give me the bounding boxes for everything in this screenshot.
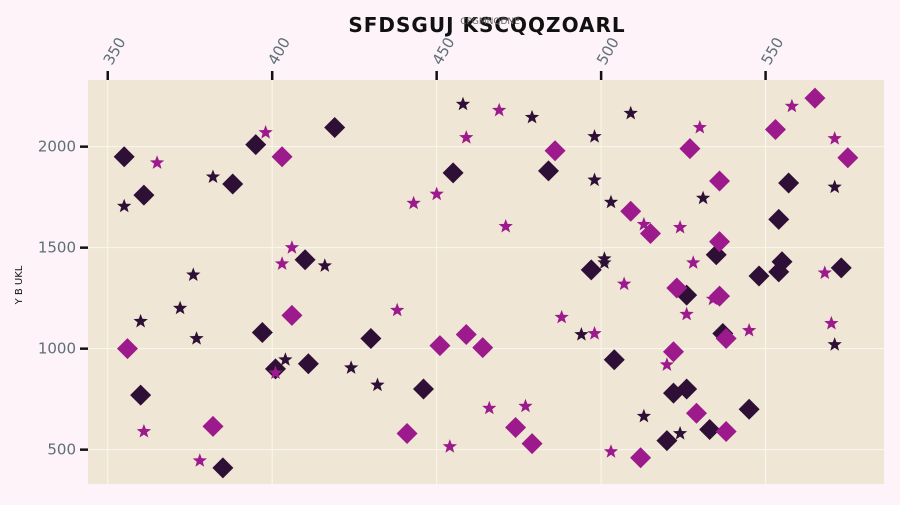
x-tick-label: 500 [593,34,623,68]
x-tick-label: 550 [757,34,787,68]
x-tick-label: 400 [264,34,294,68]
y-tick-label: 500 [47,441,76,459]
x-tick-label: 350 [100,34,130,68]
y-tick-label: 1500 [38,239,76,257]
y-tick-label: 1000 [38,340,76,358]
chart-subtitle: CPGMNQDNE [460,17,520,27]
y-axis-label: Y B UKL [14,265,25,305]
x-tick-label: 450 [429,34,459,68]
y-tick-label: 2000 [38,138,76,156]
